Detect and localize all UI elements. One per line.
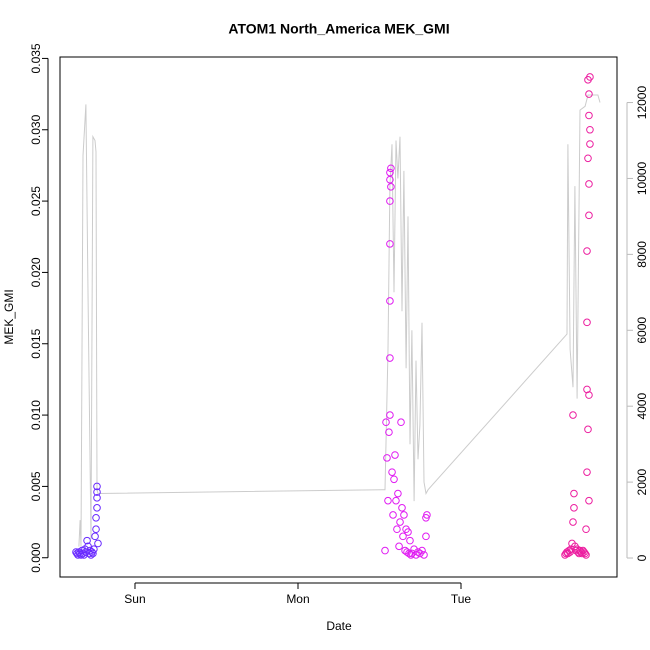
y2-tick-label: 0 <box>635 554 649 561</box>
y2-tick-label: 10000 <box>635 161 649 195</box>
data-point <box>420 551 428 559</box>
data-point <box>585 111 593 120</box>
data-point <box>89 549 97 558</box>
data-point <box>584 425 592 434</box>
y-tick-label: 0.025 <box>29 186 43 216</box>
data-point <box>569 411 577 419</box>
data-point <box>382 418 390 427</box>
data-point <box>585 211 593 220</box>
data-point <box>583 468 591 476</box>
x-tick-label: Sun <box>124 592 145 606</box>
data-point <box>383 454 391 462</box>
data-point <box>386 175 394 184</box>
data-point <box>389 511 397 519</box>
data-point <box>582 525 590 534</box>
data-point <box>400 511 408 519</box>
data-point <box>381 546 389 555</box>
data-point <box>386 297 394 305</box>
data-point <box>583 247 591 255</box>
data-point <box>93 482 101 491</box>
data-point <box>404 528 412 536</box>
data-point <box>418 546 426 555</box>
data-point <box>406 536 414 545</box>
data-point <box>584 154 592 163</box>
data-point <box>423 511 431 519</box>
data-point <box>422 532 430 541</box>
data-point <box>396 518 404 526</box>
data-point <box>585 180 593 188</box>
y-tick-label: 0.000 <box>29 542 43 572</box>
data-point <box>586 140 594 148</box>
data-point <box>392 496 400 505</box>
data-point <box>93 494 101 502</box>
y2-tick-label: 4000 <box>635 393 649 420</box>
data-point <box>384 496 392 505</box>
y-tick-label: 0.015 <box>29 328 43 358</box>
y-tick-label: 0.030 <box>29 114 43 144</box>
data-point <box>388 468 396 476</box>
data-point <box>387 164 395 173</box>
data-point <box>393 525 401 534</box>
data-point <box>92 513 100 522</box>
data-point <box>386 240 394 248</box>
y-tick-label: 0.035 <box>29 43 43 73</box>
data-point <box>407 551 415 559</box>
data-point <box>586 73 594 81</box>
data-point <box>397 418 405 427</box>
y-tick-label: 0.005 <box>29 471 43 501</box>
data-point <box>395 542 403 551</box>
data-point <box>387 183 395 191</box>
y-tick-label: 0.010 <box>29 400 43 430</box>
data-point <box>414 548 422 556</box>
data-point <box>391 451 399 459</box>
data-point <box>390 475 398 484</box>
chart-title: ATOM1 North_America MEK_GMI <box>228 21 449 37</box>
data-point <box>94 539 102 548</box>
data-point <box>585 90 593 98</box>
data-point <box>83 536 91 545</box>
data-point <box>386 411 394 419</box>
data-point <box>583 318 591 327</box>
y2-tick-label: 2000 <box>635 468 649 495</box>
data-point <box>93 488 101 496</box>
data-point <box>394 489 402 498</box>
y-tick-label: 0.020 <box>29 257 43 287</box>
plot-frame <box>59 56 618 578</box>
y2-tick-label: 8000 <box>635 241 649 268</box>
data-point <box>92 525 100 534</box>
data-point <box>386 197 394 205</box>
y-axis-label: MEK_GMI <box>2 289 16 344</box>
data-point <box>398 504 406 512</box>
data-point <box>386 354 394 362</box>
data-point <box>84 542 92 551</box>
x-axis-label: Date <box>326 619 352 633</box>
data-point <box>386 168 394 177</box>
data-point <box>586 125 594 134</box>
data-point <box>385 428 393 436</box>
data-point <box>399 532 407 541</box>
series-line <box>78 94 601 547</box>
data-point <box>582 551 590 559</box>
data-point <box>585 496 593 505</box>
data-point <box>90 545 98 553</box>
data-point <box>91 532 99 541</box>
data-point <box>405 549 413 558</box>
data-point <box>585 391 593 399</box>
x-tick-label: Mon <box>286 592 309 606</box>
data-point <box>569 518 577 526</box>
data-point <box>570 504 578 512</box>
data-point <box>570 489 578 498</box>
y2-tick-label: 12000 <box>635 86 649 120</box>
data-point <box>574 548 582 556</box>
data-point <box>93 504 101 512</box>
y2-tick-label: 6000 <box>635 317 649 344</box>
x-tick-label: Tue <box>451 592 472 606</box>
data-point <box>581 549 589 558</box>
